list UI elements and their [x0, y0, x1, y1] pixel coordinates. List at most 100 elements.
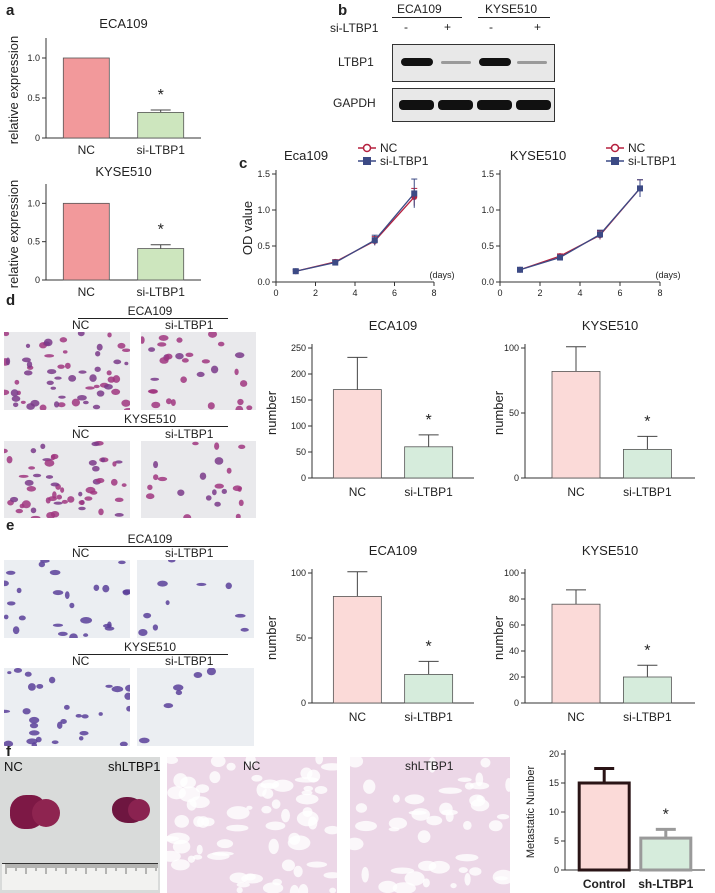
chart-title: ECA109 [369, 543, 417, 558]
chart-e-kyse510: KYSE510 0 20 40 60 80 100 number NC si-LTBP1 * [491, 543, 695, 724]
y-axis-label: relative expression [6, 36, 21, 144]
cell-mark [163, 703, 174, 709]
e-micro-kyse510-si [137, 668, 254, 746]
blot-cellline-kyse510: KYSE510 [485, 2, 538, 16]
cell-mark [7, 671, 12, 675]
cell-mark [26, 738, 38, 745]
cell-mark [67, 496, 75, 503]
alveolus-mark [236, 882, 250, 888]
cell-mark [80, 616, 93, 624]
cell-mark [15, 508, 24, 514]
significance-star: * [663, 806, 669, 823]
x-tick-label: 8 [431, 288, 436, 297]
cell-mark [71, 398, 81, 407]
x-tick-label: 0 [497, 288, 502, 297]
bar-nc [62, 202, 110, 281]
cell-mark [49, 569, 61, 576]
cell-mark [208, 332, 218, 338]
significance-star: * [158, 87, 164, 104]
y-tick-label: 0.0 [257, 277, 270, 287]
cell-mark [106, 370, 112, 376]
panel-letter-b: b [338, 2, 348, 19]
alveolus-mark [197, 816, 210, 828]
d-top-underline [78, 318, 228, 319]
cell-mark [207, 402, 215, 410]
cell-mark [201, 359, 210, 364]
alveolus-mark [209, 771, 221, 784]
bar-si-ltbp1 [622, 676, 672, 704]
cell-mark [75, 714, 82, 718]
cell-mark [58, 395, 66, 399]
x-tick-label: Control [583, 877, 626, 891]
e-top-si-label: si-LTBP1 [165, 546, 214, 560]
cell-mark [175, 690, 183, 696]
y-tick-label: 100 [291, 568, 306, 578]
bar-si-ltbp1 [137, 248, 185, 281]
cell-mark [13, 402, 19, 408]
series-line-1 [295, 193, 415, 272]
bar-nc [551, 603, 601, 704]
blot-underline-kyse510 [478, 17, 550, 18]
alveolus-mark [505, 777, 510, 792]
chart-title: Eca109 [284, 148, 328, 163]
y-tick-label: 250 [291, 343, 306, 353]
alveolus-mark [271, 799, 281, 809]
alveolus-mark [196, 844, 203, 855]
alveolus-mark [178, 786, 201, 803]
y-tick-label: 0 [35, 133, 40, 143]
alveolus-mark [287, 835, 311, 851]
x-tick-label: NC [567, 485, 585, 499]
cell-mark [22, 708, 31, 715]
cell-mark [5, 570, 16, 575]
chart-e-eca109: ECA109 0 50 100 number NC si-LTBP1 * [264, 543, 474, 724]
cell-mark [176, 337, 183, 343]
y-tick-label: 0 [514, 698, 519, 708]
cell-mark [225, 582, 232, 590]
cell-mark [217, 341, 225, 347]
cell-mark [214, 457, 224, 465]
cell-mark [104, 626, 115, 631]
cell-mark [24, 671, 32, 677]
legend-label: si-LTBP1 [628, 154, 677, 168]
bar-control [577, 781, 631, 872]
alveolus-mark [492, 869, 510, 885]
cell-mark [122, 589, 130, 595]
alveolus-mark [361, 866, 369, 883]
cell-mark [114, 513, 124, 517]
significance-star: * [644, 642, 650, 659]
cell-mark [28, 730, 40, 736]
cell-mark [48, 676, 56, 684]
bar-si-ltbp1 [622, 448, 672, 479]
cell-mark [61, 499, 68, 504]
cell-mark [118, 560, 126, 565]
cell-mark [235, 513, 241, 518]
cell-mark [79, 730, 89, 736]
cell-mark [114, 497, 124, 503]
x-tick-label: 0 [273, 288, 278, 297]
cell-mark [4, 740, 14, 746]
bar-nc [551, 371, 601, 479]
cell-mark [64, 362, 71, 369]
cell-mark [214, 483, 224, 489]
chart-title: ECA109 [369, 318, 417, 333]
alveolus-mark [404, 871, 425, 886]
y-tick-label: 1.0 [257, 205, 270, 215]
cell-mark [94, 366, 101, 372]
chart-title: KYSE510 [510, 148, 566, 163]
cell-mark [159, 357, 169, 364]
panel-letter-f: f [6, 743, 11, 760]
cell-mark [177, 489, 185, 496]
chart-a-eca109: ECA109 0 0.5 1.0 relative expression NC si-LTB… [6, 16, 201, 157]
f-histo-nc-label: NC [243, 759, 261, 773]
cell-mark [38, 561, 46, 568]
alveolus-mark [261, 805, 272, 814]
x-tick-label: si-LTBP1 [136, 285, 185, 299]
y-axis-label: number [491, 615, 506, 660]
alveolus-mark [320, 763, 337, 771]
chart-title: KYSE510 [95, 164, 151, 179]
cell-mark [64, 591, 70, 600]
alveolus-mark [428, 860, 450, 874]
significance-star: * [426, 638, 432, 655]
y-tick-label: 0 [301, 473, 306, 483]
cell-mark [60, 487, 65, 493]
